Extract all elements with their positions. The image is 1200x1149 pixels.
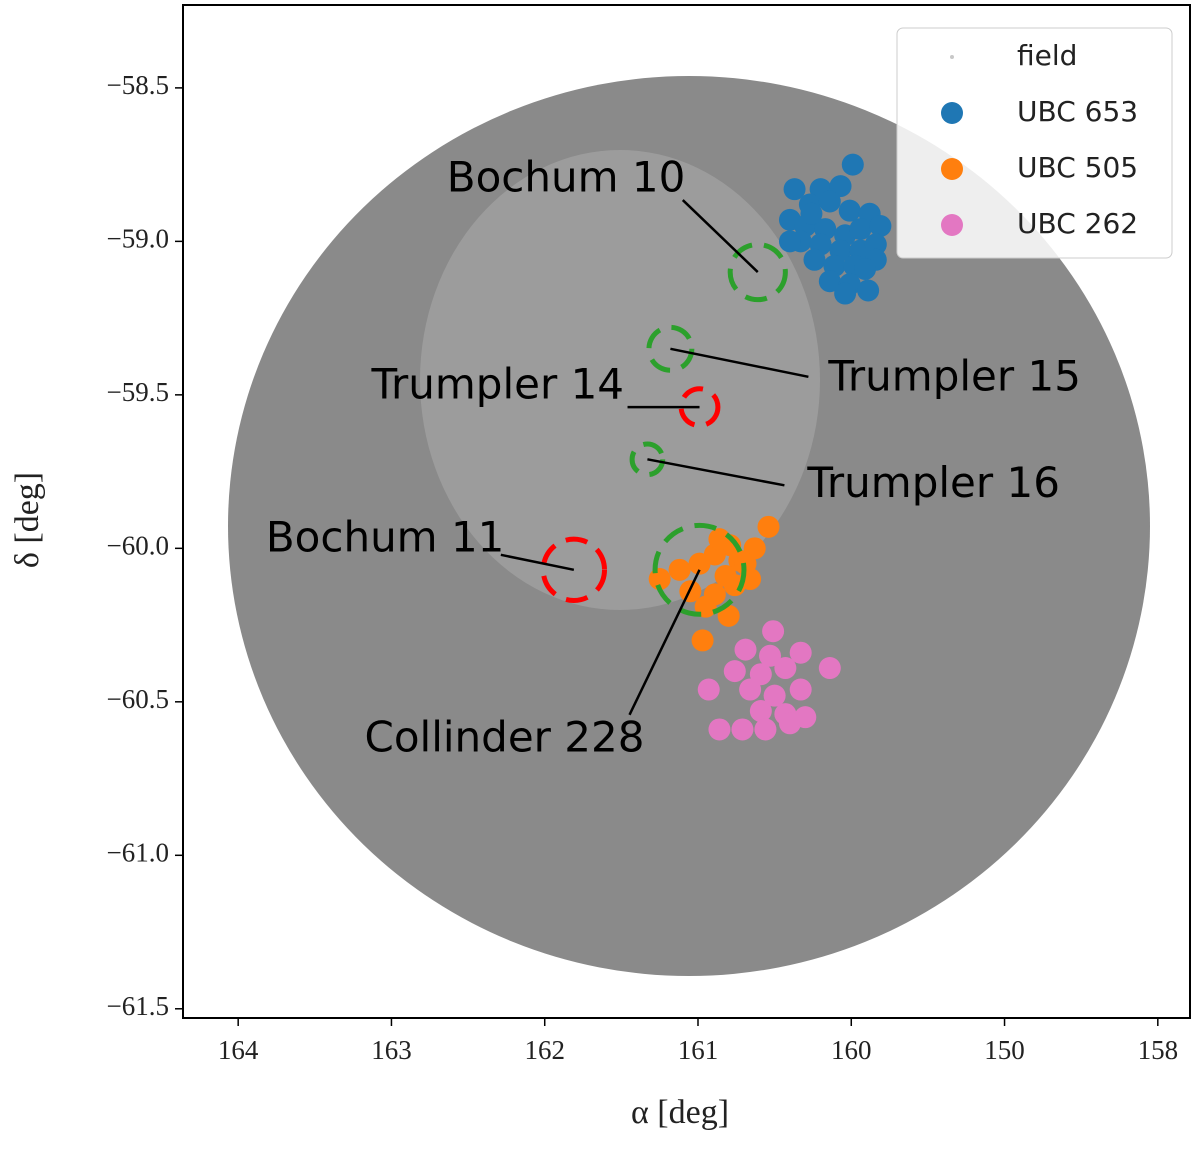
cluster-label: Trumpler 15: [827, 351, 1081, 400]
data-point: [708, 528, 731, 551]
data-point: [818, 190, 841, 213]
plot-frame: [182, 4, 1191, 1019]
data-point: [818, 270, 841, 293]
data-point: [749, 663, 772, 686]
data-point: [759, 644, 782, 667]
data-point: [739, 678, 762, 701]
data-point: [783, 178, 806, 201]
data-point: [854, 257, 877, 280]
leader-line: [500, 553, 575, 572]
x-tick-label: 160: [831, 1035, 872, 1065]
data-point: [762, 620, 785, 643]
leader-line: [681, 199, 759, 273]
y-axis-label: δ [deg]: [9, 472, 46, 568]
legend-label: UBC 653: [1017, 95, 1138, 128]
data-point: [749, 700, 772, 723]
cluster-circle: [727, 241, 788, 303]
data-point: [838, 199, 861, 222]
x-axis-label: α [deg]: [631, 1094, 729, 1131]
cluster-circle: [629, 441, 666, 478]
data-point: [818, 657, 841, 680]
data-point: [708, 718, 731, 741]
leader-line: [647, 458, 785, 487]
data-point: [803, 248, 826, 271]
data-point: [841, 153, 864, 176]
x-tick-label: 158: [1138, 1035, 1179, 1065]
data-point: [723, 660, 746, 683]
y-tick-label: −59.5: [107, 377, 169, 407]
y-tick-label: −61.5: [107, 991, 169, 1021]
y-tick-label: −60.5: [107, 684, 169, 714]
data-point: [800, 202, 823, 225]
cluster-circle: [652, 522, 747, 617]
legend-marker: [941, 158, 963, 180]
y-tick-label: −59.0: [107, 224, 169, 254]
data-point: [849, 218, 872, 241]
cluster-label: Bochum 10: [447, 153, 686, 202]
x-tick-label: 150: [984, 1035, 1025, 1065]
legend-label: field: [1017, 39, 1077, 72]
field-dense-area: [420, 150, 820, 610]
y-tick-label: −61.0: [107, 838, 169, 868]
data-point: [763, 684, 786, 707]
y-tick-label: −58.5: [107, 70, 169, 100]
data-point: [731, 718, 754, 741]
data-point: [774, 657, 797, 680]
data-point: [778, 230, 801, 253]
data-point: [754, 718, 777, 741]
cluster-label: Bochum 11: [266, 512, 505, 561]
data-point: [789, 678, 812, 701]
leader-line: [670, 347, 809, 379]
data-point: [688, 552, 711, 575]
data-point: [869, 215, 892, 238]
data-point: [757, 515, 780, 538]
data-point: [864, 233, 887, 256]
data-point: [778, 712, 801, 735]
leader-line: [628, 569, 701, 716]
legend-marker: [950, 55, 954, 59]
x-tick-label: 162: [524, 1035, 565, 1065]
cluster-circle: [678, 386, 721, 429]
data-point: [829, 175, 852, 198]
data-point: [857, 279, 880, 302]
x-tick-label: 164: [218, 1035, 259, 1065]
y-tick-label: −60.0: [107, 531, 169, 561]
data-point: [691, 629, 714, 652]
data-point: [734, 638, 757, 661]
data-point: [834, 282, 857, 305]
legend-label: UBC 505: [1017, 151, 1138, 184]
data-point: [789, 641, 812, 664]
data-point: [668, 558, 691, 581]
legend-label: UBC 262: [1017, 207, 1138, 240]
legend-marker: [941, 102, 963, 124]
cluster-label: Collinder 228: [365, 712, 645, 761]
x-tick-label: 163: [371, 1035, 412, 1065]
cluster-label: Trumpler 14: [371, 360, 625, 409]
cluster-circle: [540, 536, 607, 603]
legend-marker: [941, 214, 963, 236]
legend-box: [896, 27, 1173, 259]
data-point: [648, 568, 671, 591]
x-tick-label: 161: [678, 1035, 719, 1065]
cluster-label: Trumpler 16: [806, 458, 1060, 507]
data-point: [697, 678, 720, 701]
cluster-circle: [646, 324, 695, 373]
